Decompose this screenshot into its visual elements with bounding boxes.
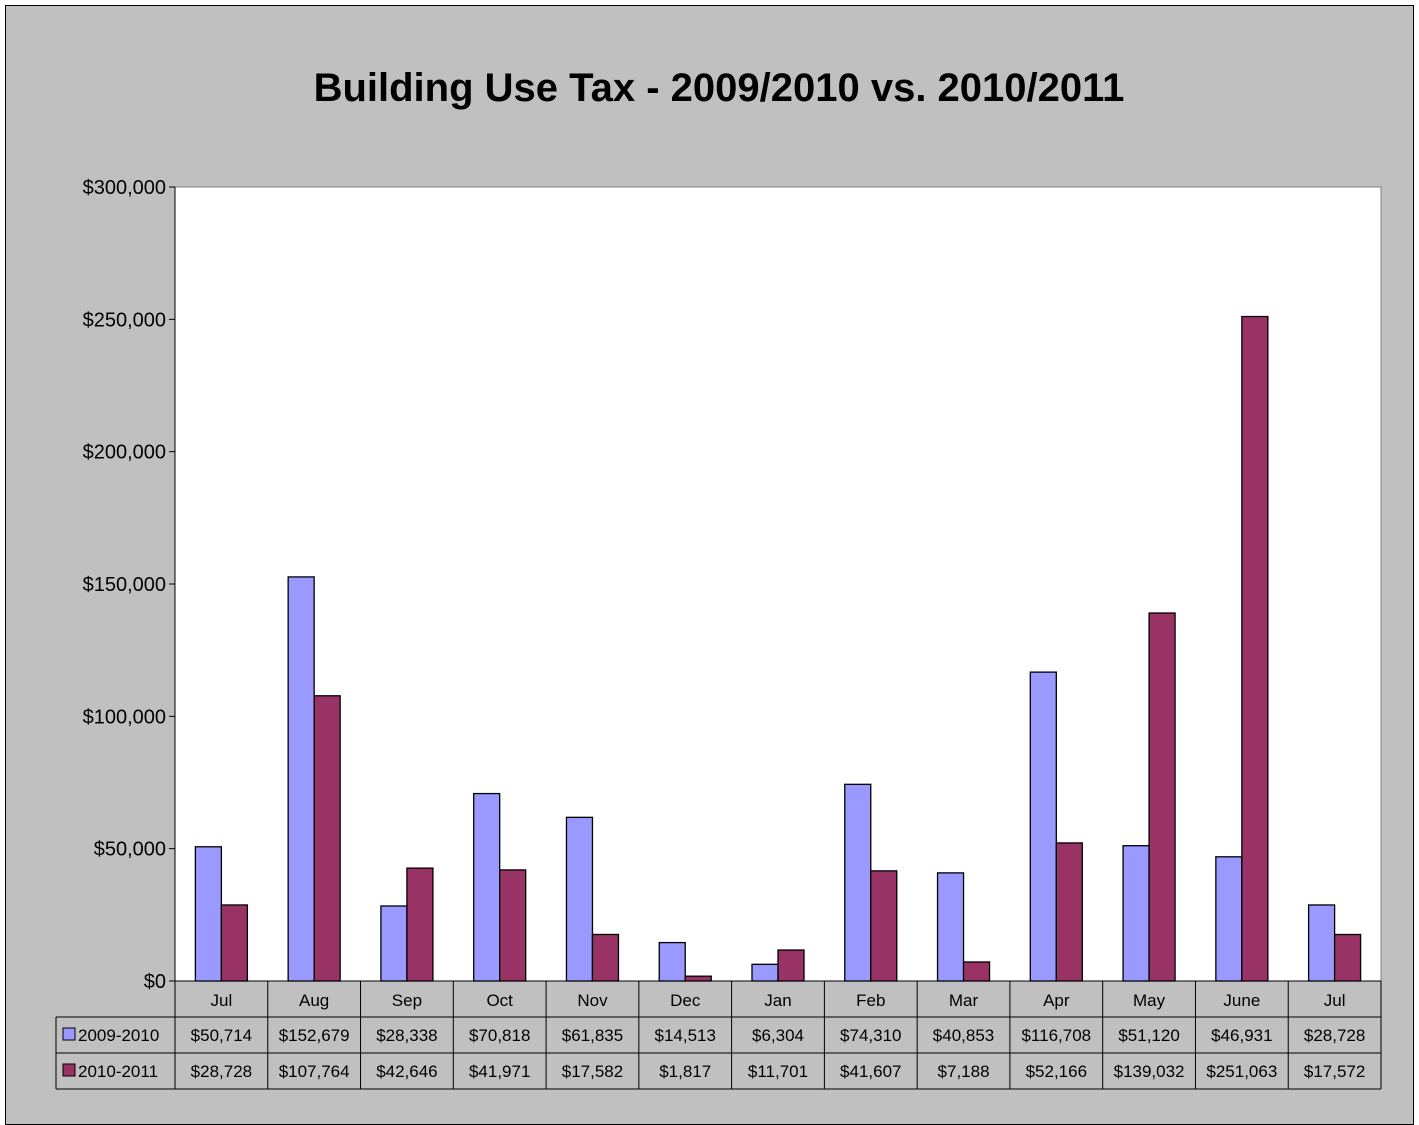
data-label-2009-2010-1: $50,714: [191, 1026, 252, 1045]
y-tick-label: $150,000: [83, 574, 166, 596]
chart-title: Building Use Tax - 2009/2010 vs. 2010/20…: [314, 66, 1125, 110]
bar-2009-2010-2: [287, 576, 315, 982]
x-tick-label: Apr: [1043, 991, 1070, 1010]
data-label-2009-2010-5: $61,835: [562, 1026, 623, 1045]
data-label-2009-2010-6: $14,513: [655, 1026, 716, 1045]
bar-2009-2010-13: [1307, 904, 1336, 982]
data-label-2010-2011-2: $107,764: [279, 1062, 350, 1081]
bar-2010-2011-12: [1241, 315, 1269, 982]
bar-2010-2011-11: [1148, 612, 1176, 982]
bar-2010-2011-4: [499, 869, 527, 982]
data-label-2009-2010-11: $51,120: [1118, 1026, 1179, 1045]
bar-2010-2011-1: [220, 904, 249, 982]
data-label-2009-2010-9: $40,853: [933, 1026, 994, 1045]
data-label-2010-2011-13: $17,572: [1304, 1062, 1365, 1081]
y-tick-label: $100,000: [83, 706, 166, 728]
chart-canvas: Building Use Tax - 2009/2010 vs. 2010/20…: [55, 66, 1382, 1090]
data-label-2009-2010-2: $152,679: [279, 1026, 350, 1045]
data-label-2009-2010-13: $28,728: [1304, 1026, 1365, 1045]
legend-label-2010-2011: 2010-2011: [78, 1062, 158, 1081]
x-tick-label: June: [1223, 991, 1260, 1010]
x-tick-label: May: [1133, 991, 1166, 1010]
bar-2010-2011-5: [591, 933, 620, 982]
data-label-2010-2011-1: $28,728: [191, 1062, 252, 1081]
bar-2009-2010-8: [844, 783, 872, 982]
data-label-2010-2011-10: $52,166: [1026, 1062, 1087, 1081]
bars: [194, 315, 1362, 982]
bar-2009-2010-11: [1122, 845, 1150, 982]
y-axis: $0 $50,000 $100,000 $150,000 $200,000 $250,00…: [83, 177, 176, 993]
y-tick-label: $0: [144, 971, 166, 993]
y-tick-label: $200,000: [83, 442, 166, 464]
x-tick-label: Sep: [392, 991, 422, 1010]
y-tick-label: $300,000: [83, 177, 166, 199]
x-tick-label: Jul: [211, 991, 233, 1010]
data-label-2009-2010-3: $28,338: [376, 1026, 437, 1045]
bar-2009-2010-12: [1215, 856, 1243, 982]
data-label-2010-2011-5: $17,582: [562, 1062, 623, 1081]
x-tick-label: Dec: [670, 991, 701, 1010]
bar-2009-2010-10: [1029, 671, 1057, 982]
bar-2010-2011-7: [777, 949, 805, 982]
data-label-2009-2010-12: $46,931: [1211, 1026, 1272, 1045]
data-label-2009-2010-10: $116,708: [1021, 1026, 1091, 1045]
data-label-2010-2011-7: $11,701: [748, 1062, 808, 1081]
data-label-2010-2011-6: $1,817: [659, 1062, 711, 1081]
bar-2010-2011-9: [962, 961, 991, 982]
data-label-2010-2011-9: $7,188: [938, 1062, 990, 1081]
x-tick-label: Mar: [949, 991, 979, 1010]
bar-2009-2010-3: [380, 905, 408, 982]
x-tick-label: Feb: [856, 991, 885, 1010]
data-label-2010-2011-4: $41,971: [469, 1062, 530, 1081]
data-label-2009-2010-8: $74,310: [840, 1026, 901, 1045]
bar-2010-2011-13: [1333, 933, 1362, 982]
bar-2009-2010-7: [751, 963, 779, 982]
y-tick-label: $50,000: [94, 839, 166, 861]
data-label-2010-2011-8: $41,607: [840, 1062, 901, 1081]
chart-frame: Building Use Tax - 2009/2010 vs. 2010/20…: [5, 5, 1414, 1125]
bar-2009-2010-4: [473, 792, 501, 982]
legend-key-2009-2010: [62, 1027, 76, 1041]
data-label-2009-2010-7: $6,304: [752, 1026, 804, 1045]
bar-2009-2010-6: [658, 941, 686, 982]
bar-2010-2011-3: [406, 867, 434, 982]
bar-2009-2010-5: [565, 816, 594, 982]
legend-label-2009-2010: 2009-2010: [78, 1026, 159, 1045]
legend-key-2010-2011: [62, 1063, 76, 1077]
x-tick-label: Aug: [299, 991, 329, 1010]
x-tick-label: Oct: [486, 991, 513, 1010]
plot-area: [174, 186, 1382, 982]
data-label-2010-2011-12: $251,063: [1206, 1062, 1277, 1081]
x-tick-label: Nov: [577, 991, 608, 1010]
data-label-2009-2010-4: $70,818: [469, 1026, 530, 1045]
bar-2009-2010-1: [194, 846, 223, 982]
data-label-2010-2011-3: $42,646: [376, 1062, 437, 1081]
bar-2010-2011-8: [870, 870, 898, 982]
data-label-2010-2011-11: $139,032: [1114, 1062, 1185, 1081]
x-tick-label: Jul: [1324, 991, 1346, 1010]
bar-2010-2011-2: [313, 695, 341, 982]
bar-2010-2011-6: [684, 975, 712, 982]
x-tick-label: Jan: [764, 991, 791, 1010]
bar-2010-2011-10: [1055, 842, 1083, 982]
y-tick-label: $250,000: [83, 309, 166, 331]
bar-2009-2010-9: [936, 872, 965, 982]
data-table: Jul Aug Sep Oct Nov Dec Jan Feb Mar Apr May June Jul…: [55, 980, 1382, 1090]
